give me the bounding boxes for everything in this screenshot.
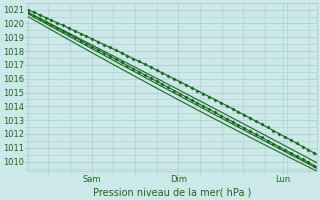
X-axis label: Pression niveau de la mer( hPa ): Pression niveau de la mer( hPa ) <box>93 187 252 197</box>
